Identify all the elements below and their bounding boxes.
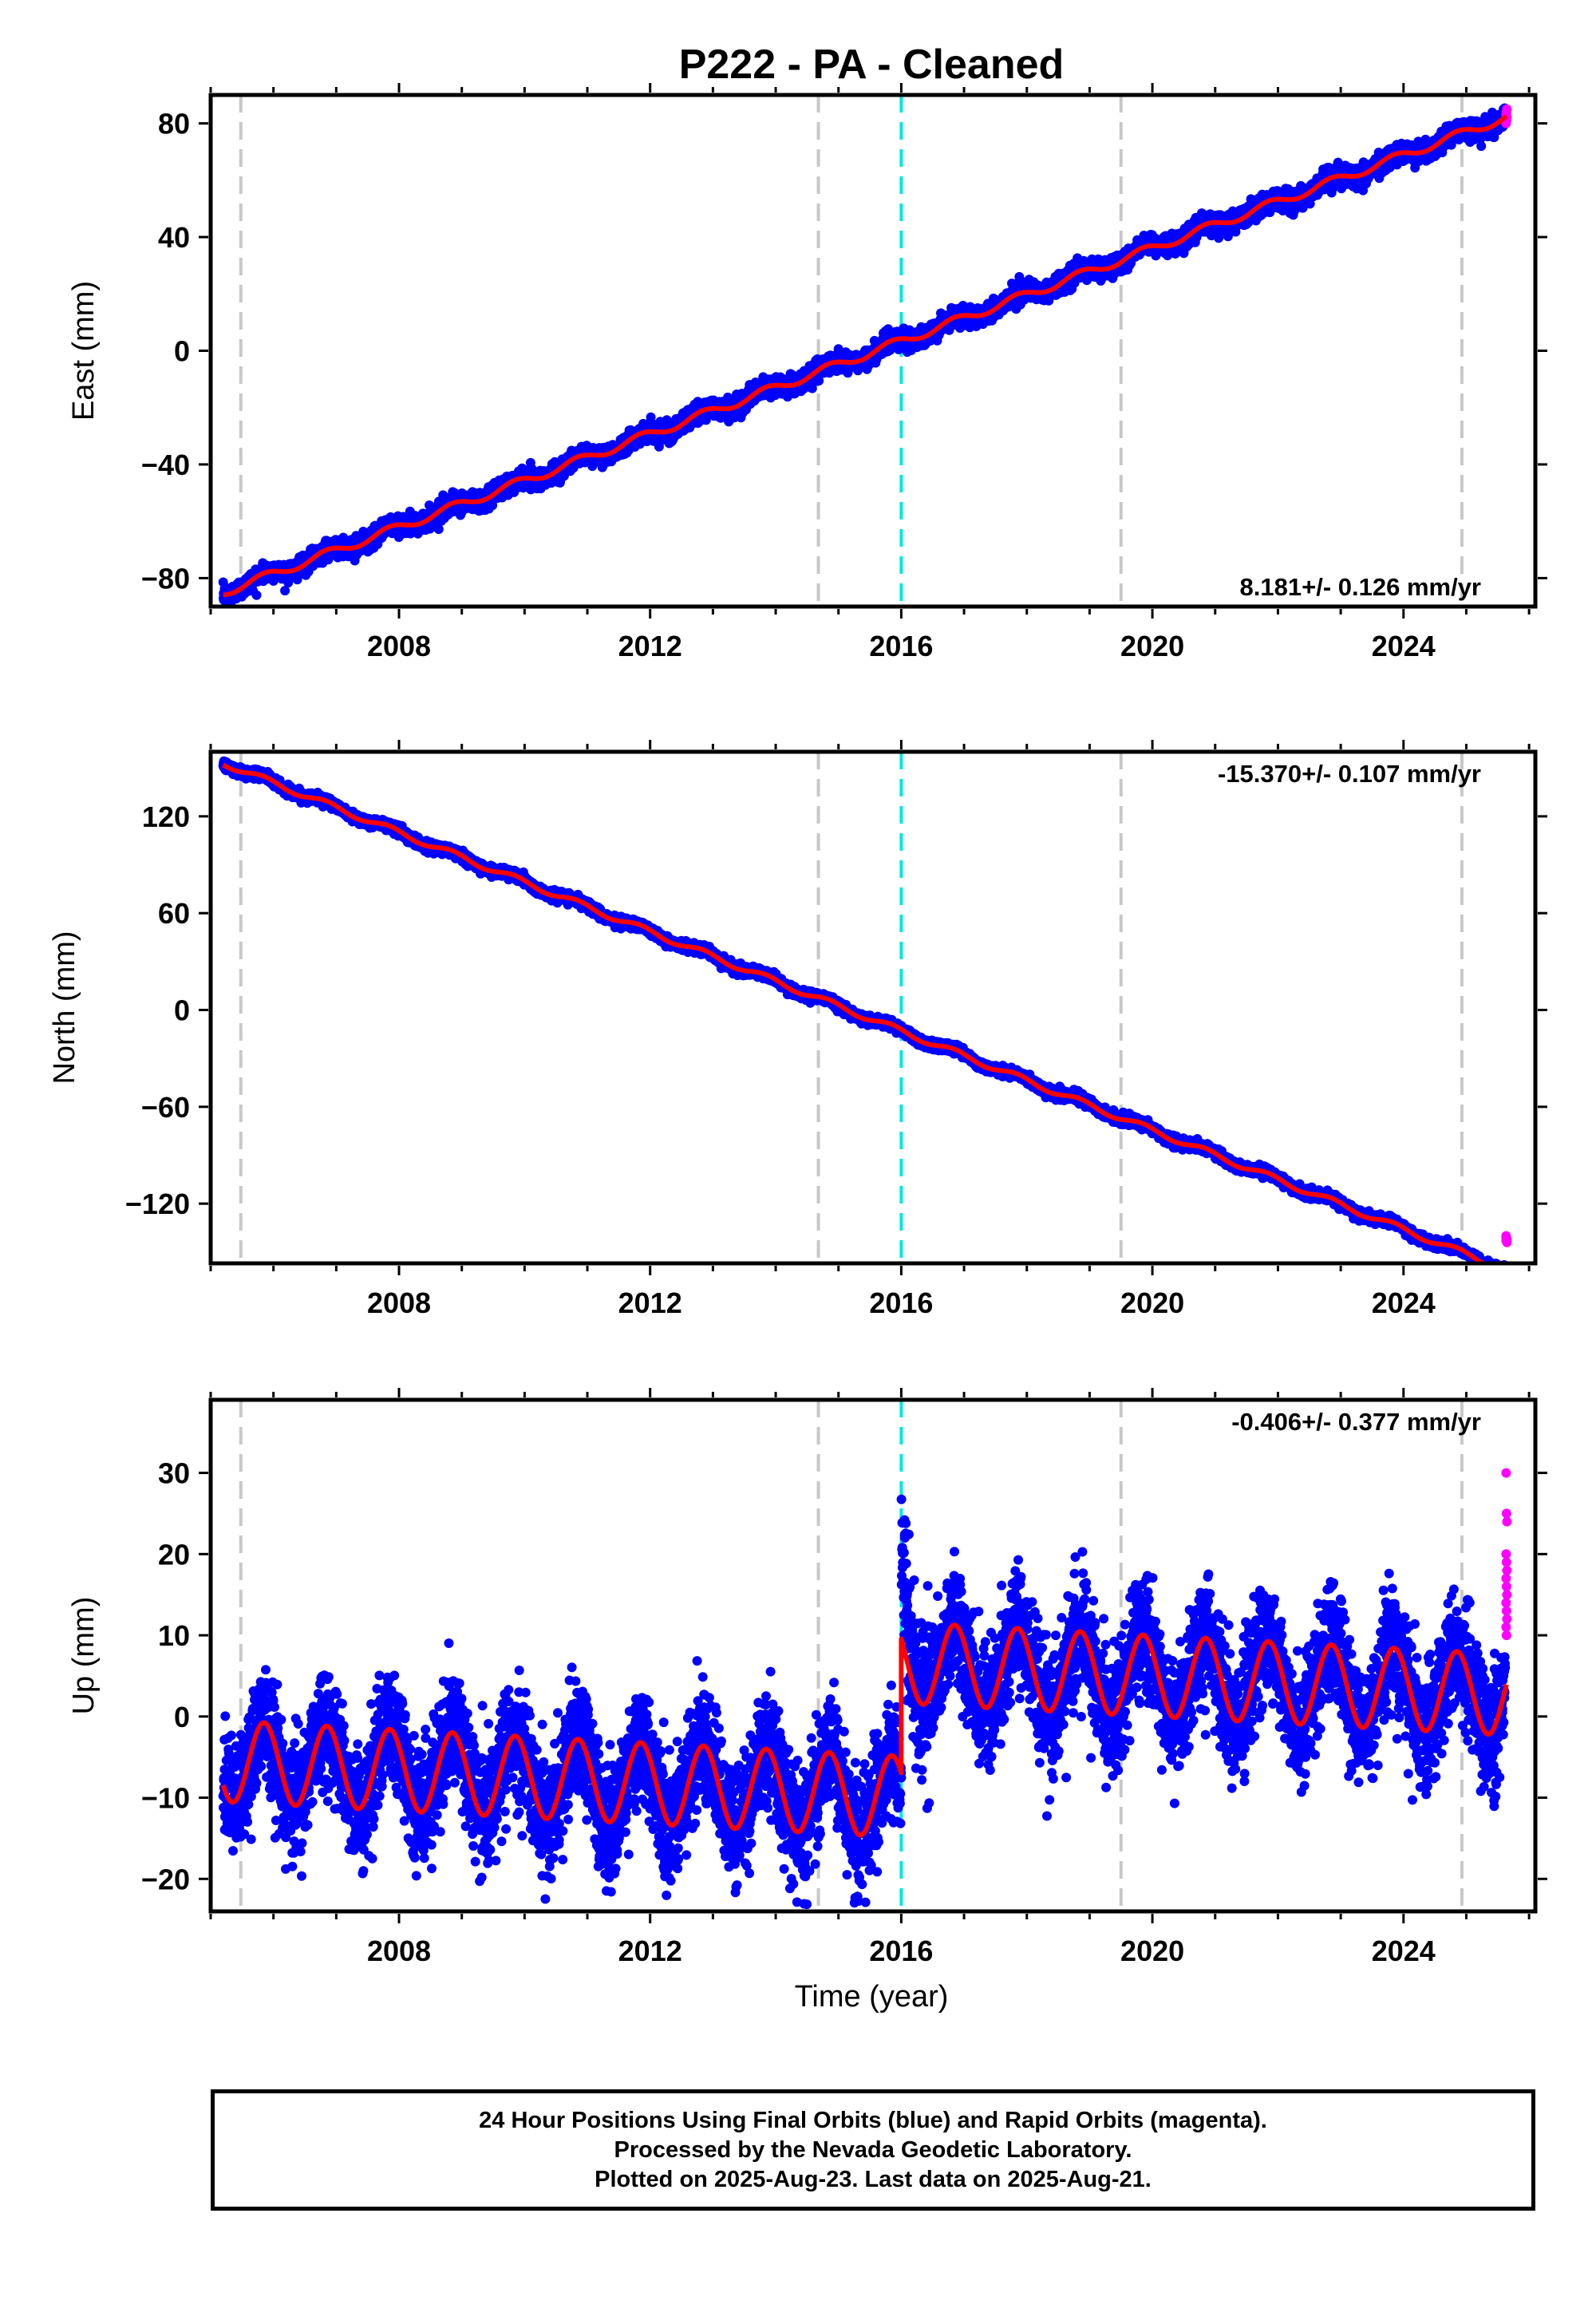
east-data-layer	[218, 95, 1512, 607]
figure-title: P222 - PA - Cleaned	[679, 41, 1065, 88]
east-final-orbit-points	[218, 103, 1511, 607]
east-data-point	[251, 590, 262, 600]
east-data-point	[280, 586, 290, 596]
east-data-point	[433, 524, 444, 535]
